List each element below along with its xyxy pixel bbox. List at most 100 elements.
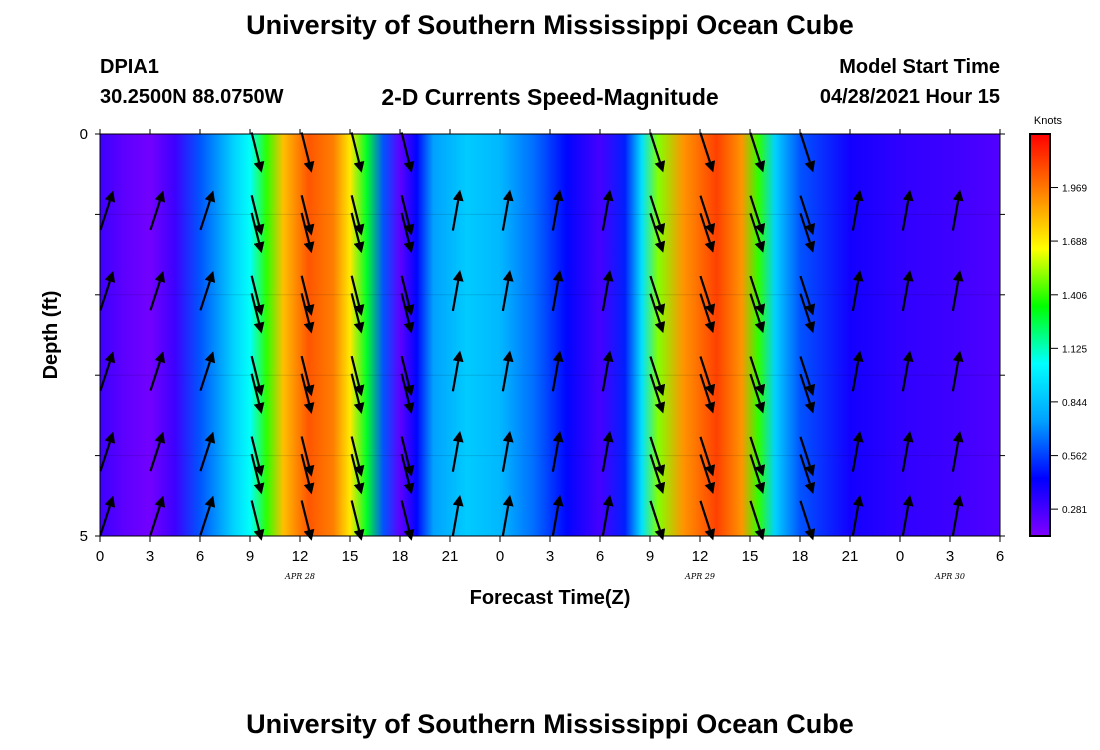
- current-vector: [749, 275, 766, 316]
- current-vector: [199, 190, 216, 231]
- current-vectors: [99, 132, 964, 541]
- chart-title: University of Southern Mississippi Ocean…: [246, 10, 854, 40]
- colorbar-label: Knots: [1034, 115, 1063, 127]
- current-vector: [250, 212, 265, 254]
- x-tick-label: 0: [96, 548, 104, 565]
- current-vector: [400, 275, 415, 316]
- current-vector: [799, 500, 816, 541]
- colorbar-tick-label: 0.844: [1062, 398, 1087, 409]
- current-vector: [699, 436, 716, 477]
- date-label: APR 28: [284, 572, 315, 581]
- current-vector: [699, 275, 716, 316]
- current-vector: [699, 454, 716, 494]
- current-vector: [400, 132, 415, 173]
- x-tick-label: 12: [692, 548, 709, 565]
- current-vector: [901, 270, 914, 312]
- x-axis-label: Forecast Time(Z): [470, 587, 631, 609]
- current-vector: [99, 351, 116, 392]
- current-vector: [749, 436, 766, 477]
- current-vector: [649, 293, 666, 334]
- current-vector: [400, 436, 415, 477]
- x-tick-label: 6: [996, 548, 1004, 565]
- colorbar-tick-label: 1.688: [1062, 237, 1087, 248]
- current-vector: [601, 494, 614, 536]
- current-vector: [799, 212, 816, 253]
- x-tick-label: 15: [742, 548, 759, 565]
- current-vector: [250, 195, 265, 236]
- current-vector: [749, 373, 766, 414]
- current-vector: [551, 350, 564, 392]
- current-vector: [451, 270, 464, 312]
- y-tick-label: 5: [80, 528, 88, 545]
- current-vector: [199, 431, 216, 472]
- current-vector: [699, 500, 716, 541]
- y-tick-label: 0: [80, 126, 88, 143]
- current-vector: [149, 431, 166, 472]
- colorbar-tick-label: 1.406: [1062, 291, 1087, 302]
- y-axis-label: Depth (ft): [40, 291, 62, 380]
- current-vector: [350, 436, 365, 477]
- x-tick-label: 0: [496, 548, 504, 565]
- current-vector: [250, 436, 265, 477]
- model-start-value: 04/28/2021 Hour 15: [819, 86, 1000, 108]
- current-vector: [799, 373, 816, 414]
- current-vector: [501, 494, 514, 536]
- current-vector: [799, 195, 816, 236]
- current-vector: [350, 373, 365, 415]
- current-vector: [951, 494, 964, 536]
- current-vector: [749, 195, 766, 236]
- current-vector: [250, 373, 265, 415]
- x-tick-label: 9: [246, 548, 254, 565]
- current-vector: [400, 355, 415, 397]
- x-tick-label: 21: [842, 548, 859, 565]
- x-tick-label: 6: [596, 548, 604, 565]
- current-vector: [99, 431, 116, 472]
- x-tick-label: 18: [392, 548, 409, 565]
- current-vector: [851, 430, 864, 472]
- current-vector: [250, 453, 265, 495]
- current-vector: [199, 270, 216, 311]
- current-vector: [601, 189, 614, 231]
- current-vector: [699, 195, 716, 236]
- current-vector: [551, 189, 564, 231]
- x-tick-label: 15: [342, 548, 359, 565]
- current-vector: [749, 212, 766, 253]
- current-vector: [851, 270, 864, 312]
- current-vector: [649, 500, 666, 541]
- current-vector: [551, 494, 564, 536]
- current-vector: [501, 189, 514, 231]
- colorbar-tick-label: 1.125: [1062, 344, 1087, 355]
- current-vector: [601, 350, 614, 392]
- current-vector: [649, 275, 666, 316]
- current-vector: [551, 430, 564, 472]
- current-vector: [300, 500, 315, 541]
- current-vector: [799, 356, 816, 396]
- current-vector: [649, 195, 666, 236]
- current-vector: [501, 430, 514, 472]
- current-vector: [350, 355, 365, 397]
- current-vector: [99, 495, 116, 536]
- current-vector: [300, 293, 315, 334]
- current-vector: [749, 132, 766, 173]
- current-vector: [400, 500, 415, 541]
- current-vector: [300, 453, 315, 495]
- current-vector: [501, 270, 514, 312]
- current-vector: [300, 436, 315, 477]
- current-vector: [400, 373, 415, 415]
- current-vector: [300, 373, 315, 415]
- current-vector: [350, 275, 365, 316]
- depth-row-lines: [100, 213, 1000, 457]
- current-vector: [250, 132, 265, 173]
- chart-subtitle: 2-D Currents Speed-Magnitude: [381, 84, 719, 110]
- current-vector: [250, 500, 265, 541]
- current-vector: [699, 293, 716, 334]
- current-vector: [799, 132, 816, 173]
- x-axis: 0 3 6 9 12 15 18 21 0 3 6 9 12 15 18 21 0 3 6: [96, 129, 1004, 565]
- date-label: APR 30: [934, 572, 965, 581]
- current-vector: [149, 270, 166, 311]
- current-vector: [451, 430, 464, 472]
- current-vector: [649, 454, 666, 494]
- current-vector: [350, 453, 365, 495]
- current-vector: [749, 293, 766, 334]
- x-tick-label: 3: [946, 548, 954, 565]
